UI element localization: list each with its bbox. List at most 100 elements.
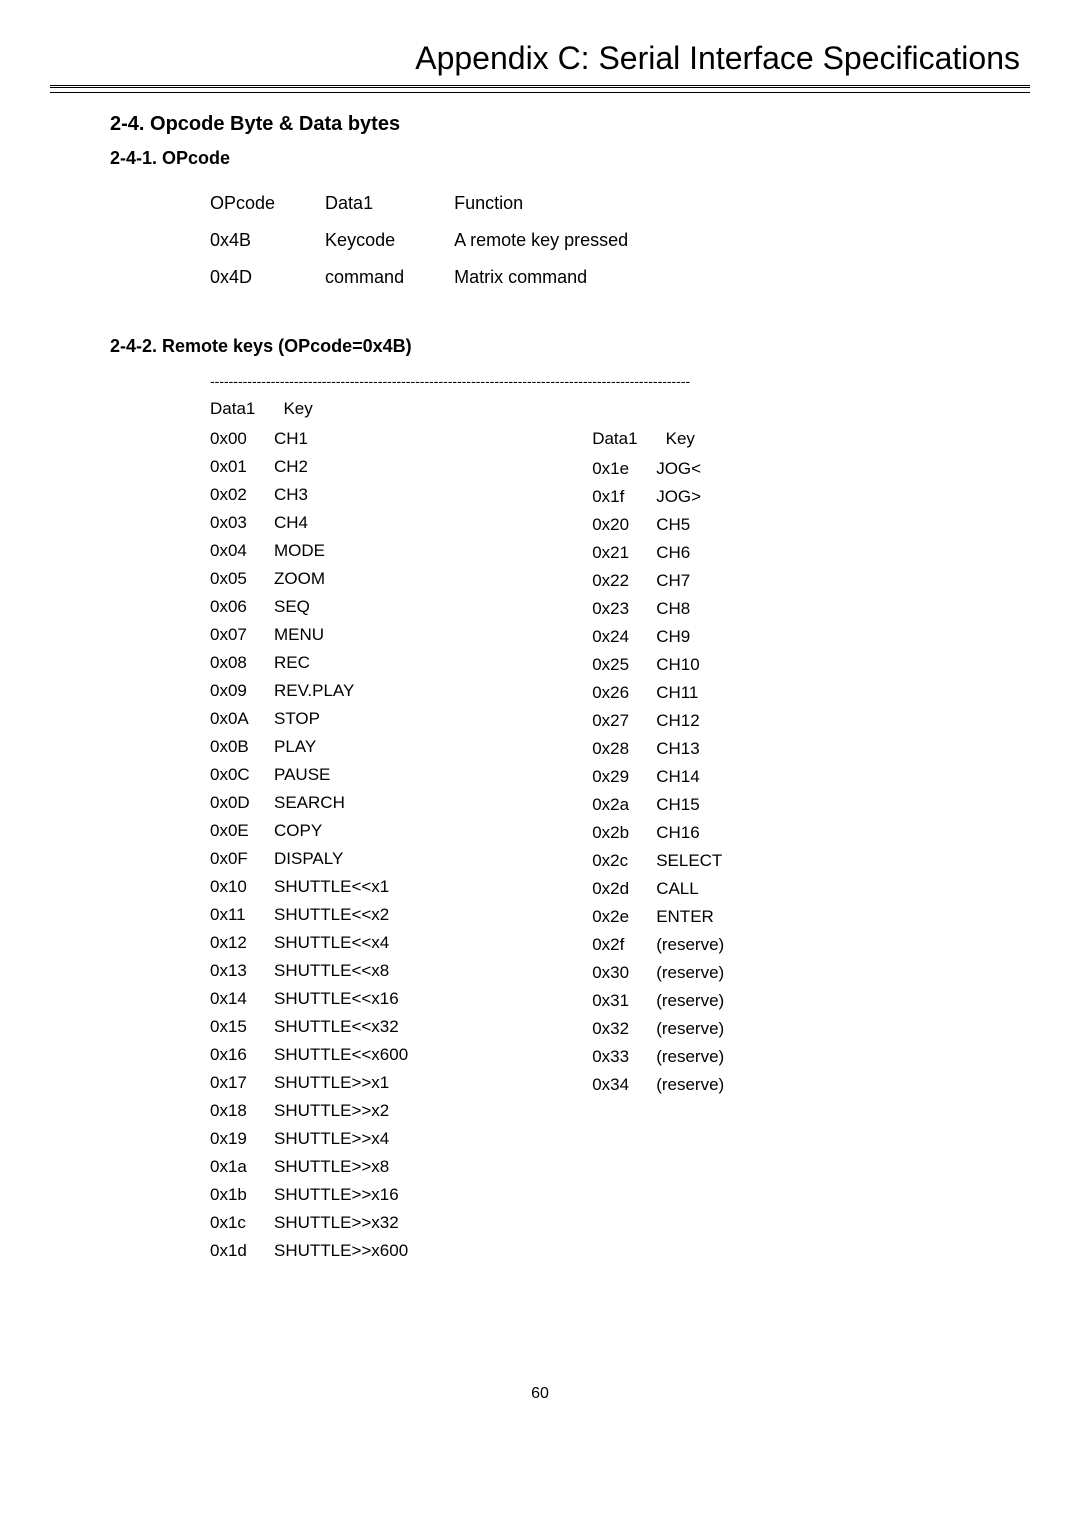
remote-data1-cell: 0x2f: [592, 931, 656, 959]
remote-data1-cell: 0x07: [210, 621, 274, 649]
remote-data1-cell: 0x08: [210, 649, 274, 677]
table-row: 0x0FDISPALY: [210, 845, 422, 873]
remote-data1-cell: 0x11: [210, 901, 274, 929]
table-row: 0x0ASTOP: [210, 705, 422, 733]
remote-data1-cell: 0x2c: [592, 847, 656, 875]
subsection-2-heading: 2-4-2. Remote keys (OPcode=0x4B): [110, 336, 1030, 357]
remote-key-cell: CH9: [656, 623, 738, 651]
remote-data1-cell: 0x2b: [592, 819, 656, 847]
table-row: 0x0ECOPY: [210, 817, 422, 845]
page-title: Appendix C: Serial Interface Specificati…: [50, 40, 1030, 77]
table-row: 0x2cSELECT: [592, 847, 738, 875]
remote-key-cell: SELECT: [656, 847, 738, 875]
remote-key-cell: ZOOM: [274, 565, 422, 593]
table-row: 0x1eJOG<: [592, 455, 738, 483]
remote-key-cell: SEARCH: [274, 789, 422, 817]
remote-data1-cell: 0x23: [592, 595, 656, 623]
table-row: 0x0BPLAY: [210, 733, 422, 761]
remote-key-cell: CH12: [656, 707, 738, 735]
remote-key-cell: SHUTTLE<<x1: [274, 873, 422, 901]
remote-data1-cell: 0x17: [210, 1069, 274, 1097]
remote-key-cell: (reserve): [656, 1043, 738, 1071]
remote-key-cell: (reserve): [656, 959, 738, 987]
remote-key-cell: COPY: [274, 817, 422, 845]
remote-key-cell: SHUTTLE<<x2: [274, 901, 422, 929]
remote-data1-cell: 0x32: [592, 1015, 656, 1043]
table-row: 0x30(reserve): [592, 959, 738, 987]
remote-data1-cell: 0x1a: [210, 1153, 274, 1181]
table-row: 0x06SEQ: [210, 593, 422, 621]
remote-data1-cell: 0x24: [592, 623, 656, 651]
table-row: 0x4B Keycode A remote key pressed: [210, 222, 678, 259]
section-heading: 2-4. Opcode Byte & Data bytes: [110, 113, 1030, 136]
remote-data1-cell: 0x00: [210, 425, 274, 453]
remote-data1-cell: 0x2e: [592, 903, 656, 931]
table-row: 0x2eENTER: [592, 903, 738, 931]
remote-key-cell: (reserve): [656, 1015, 738, 1043]
table-row: 0x1bSHUTTLE>>x16: [210, 1181, 422, 1209]
remote-data1-cell: 0x0C: [210, 761, 274, 789]
table-row: 0x1dSHUTTLE>>x600: [210, 1237, 422, 1265]
title-rule: [50, 85, 1030, 93]
remote-key-cell: CH14: [656, 763, 738, 791]
table-row: 0x24CH9: [592, 623, 738, 651]
table-row: 0x28CH13: [592, 735, 738, 763]
remote-data1-cell: 0x25: [592, 651, 656, 679]
remote-data1-cell: 0x03: [210, 509, 274, 537]
opcode-cell: 0x4D: [210, 259, 325, 296]
remote-key-cell: DISPALY: [274, 845, 422, 873]
remote-data1-cell: 0x21: [592, 539, 656, 567]
remote-key-cell: JOG<: [656, 455, 738, 483]
remote-key-cell: CH10: [656, 651, 738, 679]
remote-key-cell: CH15: [656, 791, 738, 819]
remote-key-cell: SHUTTLE<<x32: [274, 1013, 422, 1041]
table-row: OPcode Data1 Function: [210, 185, 678, 222]
table-row: 0x14SHUTTLE<<x16: [210, 985, 422, 1013]
table-row: 0x20CH5: [592, 511, 738, 539]
table-row: 0x13SHUTTLE<<x8: [210, 957, 422, 985]
opcode-cell: Matrix command: [454, 259, 678, 296]
remote-data1-cell: 0x27: [592, 707, 656, 735]
table-row: 0x08REC: [210, 649, 422, 677]
remote-data1-cell: 0x1f: [592, 483, 656, 511]
remote-key-cell: CH6: [656, 539, 738, 567]
table-row: 0x05ZOOM: [210, 565, 422, 593]
remote-key-cell: SHUTTLE>>x2: [274, 1097, 422, 1125]
remote-key-cell: REV.PLAY: [274, 677, 422, 705]
remote-key-cell: CH16: [656, 819, 738, 847]
remote-key-cell: (reserve): [656, 931, 738, 959]
remote-key-cell: MENU: [274, 621, 422, 649]
remote-keys-container: ----------------------------------------…: [210, 373, 1030, 1265]
table-row: 0x21CH6: [592, 539, 738, 567]
table-row: 0x2aCH15: [592, 791, 738, 819]
table-row: 0x16SHUTTLE<<x600: [210, 1041, 422, 1069]
remote-data1-cell: 0x10: [210, 873, 274, 901]
remote-key-cell: ENTER: [656, 903, 738, 931]
table-row: 0x19SHUTTLE>>x4: [210, 1125, 422, 1153]
remote-data1-cell: 0x0F: [210, 845, 274, 873]
table-row: 0x33(reserve): [592, 1043, 738, 1071]
table-row: 0x04MODE: [210, 537, 422, 565]
remote-header-data1: Data1: [592, 425, 656, 455]
table-row: 0x1fJOG>: [592, 483, 738, 511]
remote-data1-cell: 0x09: [210, 677, 274, 705]
remote-data1-cell: 0x1e: [592, 455, 656, 483]
page-number: 60: [50, 1385, 1030, 1403]
table-row: 0x09REV.PLAY: [210, 677, 422, 705]
opcode-cell: 0x4B: [210, 222, 325, 259]
remote-key-cell: PAUSE: [274, 761, 422, 789]
table-row: 0x25CH10: [592, 651, 738, 679]
remote-data1-cell: 0x16: [210, 1041, 274, 1069]
table-row: 0x29CH14: [592, 763, 738, 791]
remote-data1-cell: 0x2d: [592, 875, 656, 903]
remote-data1-cell: 0x18: [210, 1097, 274, 1125]
remote-data1-cell: 0x06: [210, 593, 274, 621]
remote-key-cell: MODE: [274, 537, 422, 565]
remote-key-cell: (reserve): [656, 987, 738, 1015]
remote-data1-cell: 0x02: [210, 481, 274, 509]
remote-key-cell: CH4: [274, 509, 422, 537]
remote-key-cell: CH2: [274, 453, 422, 481]
remote-data1-cell: 0x0B: [210, 733, 274, 761]
table-row: 0x2bCH16: [592, 819, 738, 847]
remote-key-cell: (reserve): [656, 1071, 738, 1099]
